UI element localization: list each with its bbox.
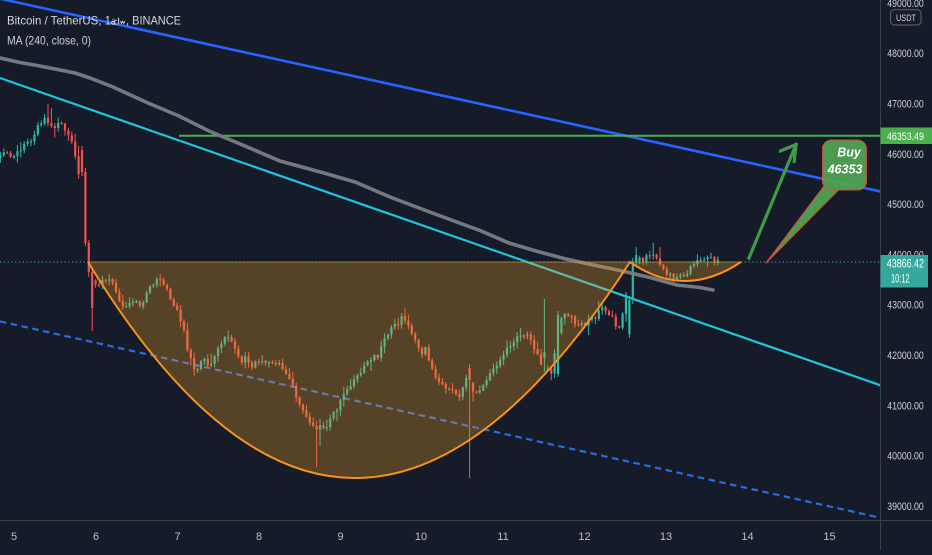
svg-text:10: 10	[415, 531, 427, 543]
svg-text:46353: 46353	[827, 163, 863, 177]
svg-text:12: 12	[578, 531, 590, 543]
svg-text:43866.42: 43866.42	[887, 256, 924, 270]
svg-text:10:12: 10:12	[891, 272, 910, 286]
svg-text:39000.00: 39000.00	[887, 501, 924, 513]
svg-text:6: 6	[93, 531, 99, 543]
svg-text:15: 15	[823, 531, 835, 543]
svg-text:40000.00: 40000.00	[887, 451, 924, 463]
svg-text:USDT: USDT	[896, 13, 916, 24]
svg-text:9: 9	[337, 531, 343, 543]
svg-text:45000.00: 45000.00	[887, 199, 924, 211]
svg-text:46353.49: 46353.49	[887, 131, 924, 143]
svg-text:47000.00: 47000.00	[887, 99, 924, 111]
svg-text:49000.00: 49000.00	[887, 0, 924, 10]
svg-text:8: 8	[256, 531, 262, 543]
svg-text:14: 14	[741, 531, 753, 543]
svg-text:43000.00: 43000.00	[887, 300, 924, 312]
svg-text:7: 7	[174, 531, 180, 543]
svg-text:5: 5	[11, 531, 17, 543]
svg-text:Buy: Buy	[837, 146, 862, 160]
svg-text:42000.00: 42000.00	[887, 350, 924, 362]
svg-text:, BINANCE: , BINANCE	[126, 14, 181, 28]
svg-text:46000.00: 46000.00	[887, 149, 924, 161]
svg-text:13: 13	[660, 531, 672, 543]
svg-text:11: 11	[497, 531, 508, 543]
svg-text:Bitcoin / TetherUS, 1: Bitcoin / TetherUS, 1	[7, 14, 111, 28]
svg-text:41000.00: 41000.00	[887, 400, 924, 412]
svg-text:48000.00: 48000.00	[887, 48, 924, 60]
svg-text:MA (240, close, 0): MA (240, close, 0)	[7, 34, 91, 48]
